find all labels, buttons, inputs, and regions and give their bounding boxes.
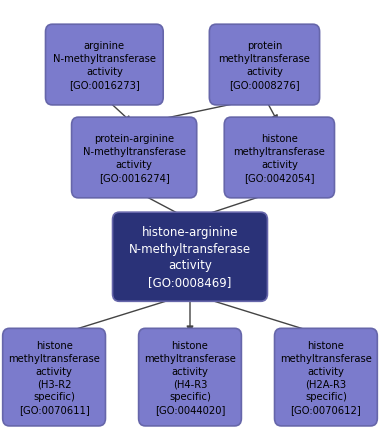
Text: protein
methyltransferase
activity
[GO:0008276]: protein methyltransferase activity [GO:0… [218,41,310,89]
Text: histone
methyltransferase
activity
(H4-R3
specific)
[GO:0044020]: histone methyltransferase activity (H4-R… [144,340,236,414]
Text: histone
methyltransferase
activity
[GO:0042054]: histone methyltransferase activity [GO:0… [233,134,325,182]
FancyBboxPatch shape [71,118,197,198]
Text: arginine
N-methyltransferase
activity
[GO:0016273]: arginine N-methyltransferase activity [G… [53,41,156,89]
FancyBboxPatch shape [139,329,241,426]
FancyBboxPatch shape [46,25,163,106]
FancyBboxPatch shape [3,329,106,426]
FancyBboxPatch shape [112,213,268,301]
Text: histone
methyltransferase
activity
(H3-R2
specific)
[GO:0070611]: histone methyltransferase activity (H3-R… [8,340,100,414]
FancyBboxPatch shape [274,329,377,426]
Text: histone-arginine
N-methyltransferase
activity
[GO:0008469]: histone-arginine N-methyltransferase act… [129,226,251,289]
Text: protein-arginine
N-methyltransferase
activity
[GO:0016274]: protein-arginine N-methyltransferase act… [82,134,186,182]
FancyBboxPatch shape [224,118,334,198]
FancyBboxPatch shape [209,25,320,106]
Text: histone
methyltransferase
activity
(H2A-R3
specific)
[GO:0070612]: histone methyltransferase activity (H2A-… [280,340,372,414]
